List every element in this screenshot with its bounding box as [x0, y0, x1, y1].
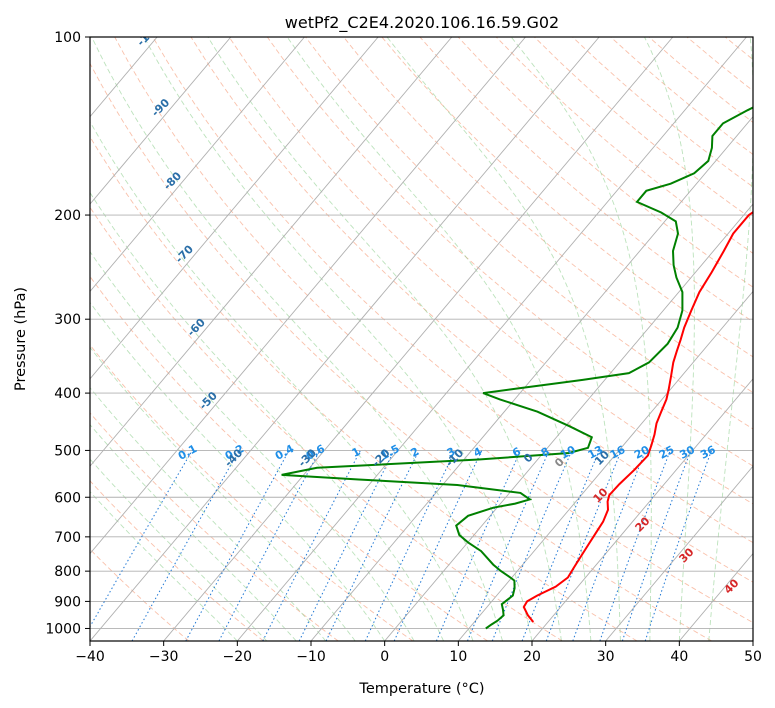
x-tick-label: 30 [597, 649, 615, 665]
moist-adiabat-line [91, 37, 503, 641]
dry-adiabat-line [419, 37, 753, 323]
moist-adiabat-line [90, 191, 445, 641]
mixing-ratio-label: 25 [657, 443, 677, 462]
y-axis-label: Pressure (hPa) [13, 287, 29, 391]
isotherm-line [90, 37, 232, 205]
dry-adiabat-line [90, 62, 712, 641]
y-tick-label: 500 [54, 443, 81, 459]
x-axis: −40 −30 −20 −10 0 10 20 30 40 50 [75, 641, 762, 665]
chart-title: wetPf2_C2E4.2020.106.16.59.G02 [285, 13, 559, 33]
isotherm-line [163, 37, 674, 641]
moist-adiabat-line [286, 37, 592, 641]
background-reference-lines [90, 37, 753, 641]
mixing-ratio-label: 10 [558, 443, 578, 462]
dry-adiabat-line [343, 37, 753, 394]
isotherm-label: -100 [134, 20, 163, 49]
plot-frame [89, 36, 754, 642]
y-tick-label: 100 [54, 30, 81, 46]
y-tick-label: 700 [54, 530, 81, 546]
x-tick-label: 20 [523, 649, 541, 665]
moist-adiabat-line [207, 37, 562, 641]
y-tick-label: 400 [54, 386, 81, 402]
x-tick-label: −10 [296, 649, 326, 665]
y-tick-label: 800 [54, 564, 81, 580]
moist-adiabat-line [90, 120, 474, 641]
mixing-ratio-line [621, 450, 692, 641]
isotherm-line [310, 115, 753, 641]
isotherm-line [90, 37, 453, 467]
y-axis: 1000 900 800 700 600 500 400 300 200 100 [45, 30, 90, 637]
mixing-ratio-line [435, 450, 522, 641]
isotherm-line [457, 290, 753, 641]
sounding-profiles [281, 106, 753, 630]
mixing-ratio-line [298, 450, 395, 641]
mixing-ratio-line [218, 450, 321, 641]
y-tick-label: 200 [54, 208, 81, 224]
mixing-ratio-line [131, 450, 240, 641]
moist-adiabat-line [90, 491, 238, 641]
dry-adiabat-line [90, 480, 264, 641]
mixing-ratio-line [545, 450, 622, 641]
mixing-ratio-label: 20 [632, 443, 652, 462]
dry-adiabat-line [90, 412, 339, 641]
isotherm-line [90, 37, 600, 641]
dry-adiabat-line [305, 37, 753, 430]
mixing-ratio-line [572, 450, 647, 641]
x-tick-label: −20 [223, 649, 253, 665]
moist-adiabat-line [708, 37, 753, 641]
x-tick-label: −40 [75, 649, 105, 665]
mixing-ratio-label: 13 [586, 443, 606, 462]
isotherm-line [384, 203, 753, 641]
dry-adiabat-line [457, 37, 753, 288]
mixing-ratio-label: 16 [608, 443, 628, 462]
moist-adiabat-line [90, 346, 356, 641]
mixing-ratio-label: 36 [698, 443, 718, 462]
moist-adiabat-line [386, 37, 621, 641]
dry-adiabat-line [152, 37, 753, 583]
mixing-ratio-line [599, 450, 671, 641]
dry-adiabat-line [90, 275, 488, 641]
isotherm-line [236, 37, 747, 641]
moist-adiabat-line [143, 37, 533, 641]
moist-adiabat-line [90, 423, 297, 641]
dry-adiabat-line [228, 37, 753, 505]
dry-adiabat-line [190, 37, 753, 544]
x-tick-label: −30 [149, 649, 179, 665]
mixing-ratio-label: 30 [677, 443, 697, 462]
isotherm-line [90, 37, 526, 555]
moist-adiabat-line [90, 301, 386, 641]
y-tick-label: 600 [54, 490, 81, 506]
x-tick-label: 10 [449, 649, 467, 665]
isotherm-line [605, 465, 753, 641]
mixing-ratio-line [185, 450, 290, 641]
moist-adiabat-line [510, 37, 652, 641]
x-axis-label: Temperature (°C) [358, 681, 484, 697]
x-tick-label: 40 [670, 649, 688, 665]
x-tick-label: 50 [744, 649, 762, 665]
mixing-ratio-line [262, 450, 361, 641]
moist-adiabat-line [644, 37, 695, 641]
x-tick-label: 0 [380, 649, 389, 665]
y-tick-label: 900 [54, 594, 81, 610]
mixing-ratio-line [467, 450, 550, 641]
dewpoint-profile [281, 106, 753, 630]
isotherm-line [90, 37, 379, 380]
y-tick-label: 300 [54, 312, 81, 328]
dry-adiabat-line [90, 135, 638, 641]
mixing-ratio-line [521, 450, 600, 641]
isotherm-line [90, 37, 305, 293]
isotherm-line [531, 378, 753, 641]
y-tick-label: 1000 [45, 621, 81, 637]
moist-adiabat-line [90, 458, 268, 641]
dry-adiabat-line [90, 206, 563, 641]
temperature-profile [522, 210, 753, 623]
mixing-ratio-line [644, 450, 713, 641]
